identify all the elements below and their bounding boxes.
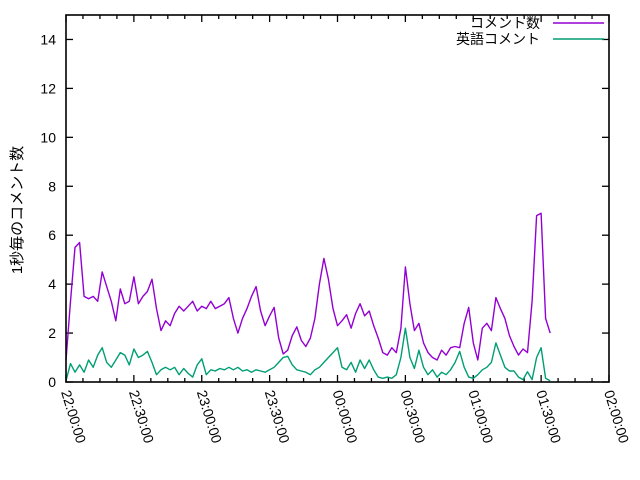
x-axis-ticks (65, 15, 610, 382)
series-lines (65, 212, 551, 382)
plot-border (65, 14, 610, 383)
x-tick-label: 01:00:00 (465, 388, 496, 445)
legend-label-english-comments: 英語コメント (456, 31, 540, 47)
series-line-0 (65, 212, 551, 361)
legend: コメント数 英語コメント (456, 15, 604, 47)
x-tick-label: 23:30:00 (262, 388, 293, 445)
y-axis-title: 1秒毎のコメント数 (9, 146, 26, 274)
x-tick-label: 00:30:00 (398, 388, 429, 445)
x-tick-label: 02:00:00 (601, 388, 632, 445)
x-tick-label: 23:00:00 (194, 388, 225, 445)
y-axis-ticks (66, 38, 609, 383)
x-tick-label: 22:00:00 (58, 388, 89, 445)
y-tick-label: 2 (48, 325, 56, 341)
legend-label-comments: コメント数 (470, 15, 540, 31)
y-tick-label: 4 (48, 276, 56, 292)
x-tick-label: 01:30:00 (533, 388, 564, 445)
y-tick-label: 14 (40, 31, 56, 47)
series-line-1 (65, 327, 551, 382)
x-tick-labels: 22:00:00 22:30:00 23:00:00 23:30:00 00:00:00… (58, 388, 632, 445)
y-tick-label: 8 (48, 178, 56, 194)
x-tick-label: 22:30:00 (126, 388, 157, 445)
y-tick-label: 10 (40, 129, 56, 145)
y-tick-label: 0 (48, 374, 56, 390)
y-tick-label: 12 (40, 80, 56, 96)
x-tick-label: 00:00:00 (330, 388, 361, 445)
y-tick-labels: 0 2 4 6 8 10 12 14 (40, 31, 56, 390)
y-tick-label: 6 (48, 227, 56, 243)
